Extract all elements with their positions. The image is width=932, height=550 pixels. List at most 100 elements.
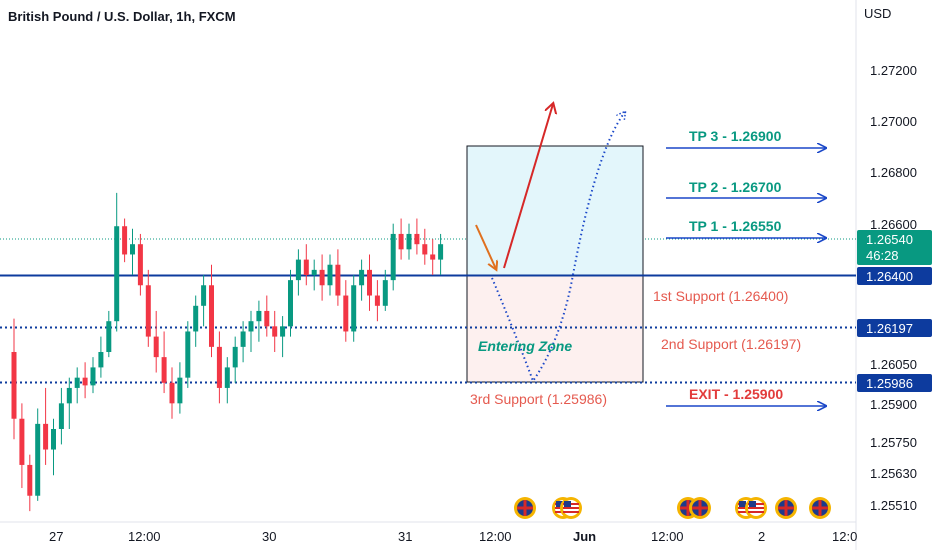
- candle-body[interactable]: [327, 264, 333, 286]
- red-bullish-arrow: [503, 104, 553, 269]
- price-tick: 1.26800: [870, 165, 917, 180]
- price-tick: 1.25750: [870, 435, 917, 450]
- candle-body[interactable]: [422, 244, 428, 255]
- candle-body[interactable]: [303, 259, 309, 275]
- candle-body[interactable]: [43, 423, 49, 450]
- exit-label: EXIT - 1.25900: [689, 386, 783, 402]
- us-flag-icon[interactable]: [560, 497, 582, 519]
- tp1-label: TP 1 - 1.26550: [689, 218, 782, 234]
- candle-body[interactable]: [359, 269, 365, 286]
- support1-label: 1st Support (1.26400): [653, 288, 788, 304]
- candles-group: [11, 192, 444, 512]
- price-tick: 1.27000: [870, 114, 917, 129]
- price-tick: 1.25900: [870, 397, 917, 412]
- candle-body[interactable]: [82, 377, 88, 386]
- candle-body[interactable]: [106, 321, 112, 352]
- time-tick: 12:00: [479, 529, 512, 544]
- candle-body[interactable]: [240, 331, 246, 347]
- candle-body[interactable]: [145, 285, 151, 337]
- candle-body[interactable]: [343, 295, 349, 332]
- uk-flag-icon[interactable]: [689, 497, 711, 519]
- candle-body[interactable]: [90, 367, 96, 386]
- candle-body[interactable]: [390, 233, 396, 281]
- current-price-value: 1.26540: [866, 232, 913, 247]
- price-tick: 1.27200: [870, 63, 917, 78]
- entering-zone-box[interactable]: [466, 275, 644, 383]
- time-tick: 12:00: [651, 529, 684, 544]
- candle-body[interactable]: [351, 285, 357, 332]
- candle-body[interactable]: [295, 259, 301, 281]
- candle-body[interactable]: [367, 269, 372, 296]
- candle-body[interactable]: [153, 336, 159, 358]
- candle-body[interactable]: [398, 233, 404, 250]
- current-price-tag[interactable]: 1.26540 46:28: [857, 230, 932, 265]
- candle-body[interactable]: [216, 346, 222, 388]
- candle-body[interactable]: [137, 244, 143, 286]
- uk-flag-icon[interactable]: [514, 497, 536, 519]
- candle-body[interactable]: [430, 254, 436, 260]
- us-flag-icon[interactable]: [745, 497, 767, 519]
- candle-body[interactable]: [98, 352, 104, 368]
- time-tick: 30: [262, 529, 276, 544]
- candle-body[interactable]: [288, 280, 293, 327]
- candle-body[interactable]: [201, 285, 207, 306]
- candle-body[interactable]: [311, 269, 317, 275]
- price-tick: 1.25630: [870, 466, 917, 481]
- time-tick: 12:0: [832, 529, 857, 544]
- price-tick: 1.25510: [870, 498, 917, 513]
- time-tick: 31: [398, 529, 412, 544]
- candle-body[interactable]: [374, 295, 380, 306]
- candle-body[interactable]: [335, 264, 341, 296]
- candle-body[interactable]: [114, 226, 120, 322]
- candle-body[interactable]: [51, 429, 56, 450]
- uk-flag-icon[interactable]: [809, 497, 831, 519]
- candle-body[interactable]: [27, 464, 33, 496]
- candle-body[interactable]: [264, 310, 270, 327]
- tp2-label: TP 2 - 1.26700: [689, 179, 782, 195]
- dotted-projection-path: [491, 112, 625, 384]
- chart-title: British Pound / U.S. Dollar, 1h, FXCM: [8, 9, 236, 24]
- price-tick: 1.26600: [870, 217, 917, 232]
- candle-body[interactable]: [382, 280, 388, 306]
- candle-body[interactable]: [130, 244, 135, 255]
- time-tick: 2: [758, 529, 765, 544]
- svg-text:1.26400: 1.26400: [866, 269, 913, 284]
- target-zone[interactable]: [466, 145, 644, 277]
- candle-body[interactable]: [319, 269, 325, 286]
- candle-body[interactable]: [248, 321, 254, 332]
- candle-body[interactable]: [19, 418, 25, 465]
- candle-body[interactable]: [11, 352, 17, 419]
- candle-body[interactable]: [74, 377, 80, 388]
- time-tick: 27: [49, 529, 63, 544]
- candle-body[interactable]: [406, 233, 412, 250]
- level-tag-2[interactable]: 1.26197: [857, 319, 932, 337]
- candle-body[interactable]: [58, 403, 64, 429]
- candle-body[interactable]: [122, 226, 128, 255]
- candle-body[interactable]: [438, 244, 444, 260]
- candle-body[interactable]: [280, 326, 286, 337]
- candle-body[interactable]: [169, 382, 175, 404]
- candle-body[interactable]: [414, 233, 420, 245]
- support2-label: 2nd Support (1.26197): [661, 336, 801, 352]
- uk-flag-icon[interactable]: [775, 497, 797, 519]
- level-tag-1[interactable]: 1.26400: [857, 267, 932, 285]
- candle-body[interactable]: [35, 423, 41, 496]
- candle-body[interactable]: [232, 346, 238, 368]
- level-tag-3[interactable]: 1.25986: [857, 374, 932, 392]
- candle-body[interactable]: [272, 326, 278, 337]
- candle-body[interactable]: [185, 331, 191, 378]
- candle-body[interactable]: [224, 367, 230, 388]
- countdown-value: 46:28: [866, 248, 899, 263]
- tp3-label: TP 3 - 1.26900: [689, 128, 782, 144]
- candle-body[interactable]: [256, 310, 262, 322]
- candle-body[interactable]: [209, 285, 214, 347]
- economic-events[interactable]: [514, 497, 831, 519]
- currency-label: USD: [864, 6, 891, 21]
- entering-zone-label: Entering Zone: [478, 338, 572, 354]
- candle-body[interactable]: [161, 357, 167, 383]
- time-axis: 27 12:00 30 31 12:00 Jun 12:00 2 12:0: [49, 529, 857, 544]
- candle-body[interactable]: [66, 387, 72, 404]
- candle-body[interactable]: [177, 377, 183, 404]
- candle-body[interactable]: [193, 305, 199, 332]
